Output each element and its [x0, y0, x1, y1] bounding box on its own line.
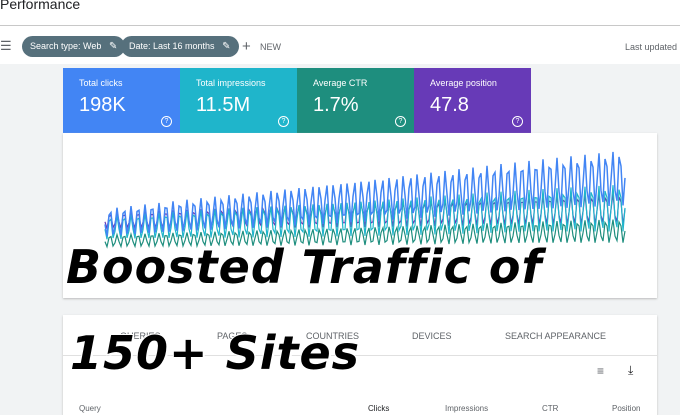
metric-value: 198K — [79, 94, 126, 116]
metric-card[interactable]: Average CTR 1.7%? — [297, 68, 414, 133]
metric-value: 47.8 — [430, 94, 469, 116]
filter-icon[interactable]: ≡ — [597, 364, 605, 378]
chart-panel — [63, 133, 657, 298]
last-updated: Last updated — [625, 42, 678, 52]
top-bar — [0, 0, 680, 26]
metric-card[interactable]: Total impressions 11.5M? — [180, 68, 297, 133]
overlay-text: Boosted Traffic of — [65, 239, 543, 295]
metric-label: Total impressions — [196, 78, 266, 88]
metric-value: 1.7% — [313, 94, 359, 116]
plus-icon[interactable]: + — [242, 38, 251, 55]
trend-line — [104, 151, 626, 237]
metric-label: Total clicks — [79, 78, 123, 88]
divider — [63, 355, 657, 356]
trend-lines — [104, 151, 626, 249]
tab[interactable]: PAGES — [217, 331, 248, 341]
metric-label: Average position — [430, 78, 497, 88]
download-icon[interactable]: ⤓ — [628, 363, 634, 377]
tab[interactable]: SEARCH APPEARANCE — [505, 331, 607, 341]
filter-chip[interactable]: Date: Last 16 months — [121, 36, 239, 57]
metric-label: Average CTR — [313, 78, 368, 88]
metric-card[interactable]: Average position 47.8? — [414, 68, 531, 133]
tab[interactable]: DEVICES — [412, 331, 452, 341]
tab[interactable]: COUNTRIES — [306, 331, 360, 341]
new-button[interactable]: NEW — [260, 42, 281, 52]
page-title: Performance — [0, 0, 81, 12]
tab[interactable]: QUERIES — [120, 331, 161, 341]
metric-card[interactable]: Total clicks 198K? — [63, 68, 180, 133]
table-card — [63, 315, 657, 415]
trend-line — [104, 219, 626, 249]
filter-chip[interactable]: Search type: Web — [22, 36, 126, 57]
filter-icon[interactable]: ☰ — [0, 38, 12, 53]
metric-value: 11.5M — [196, 94, 251, 116]
overlay-text: 150+ Sites — [69, 325, 361, 381]
